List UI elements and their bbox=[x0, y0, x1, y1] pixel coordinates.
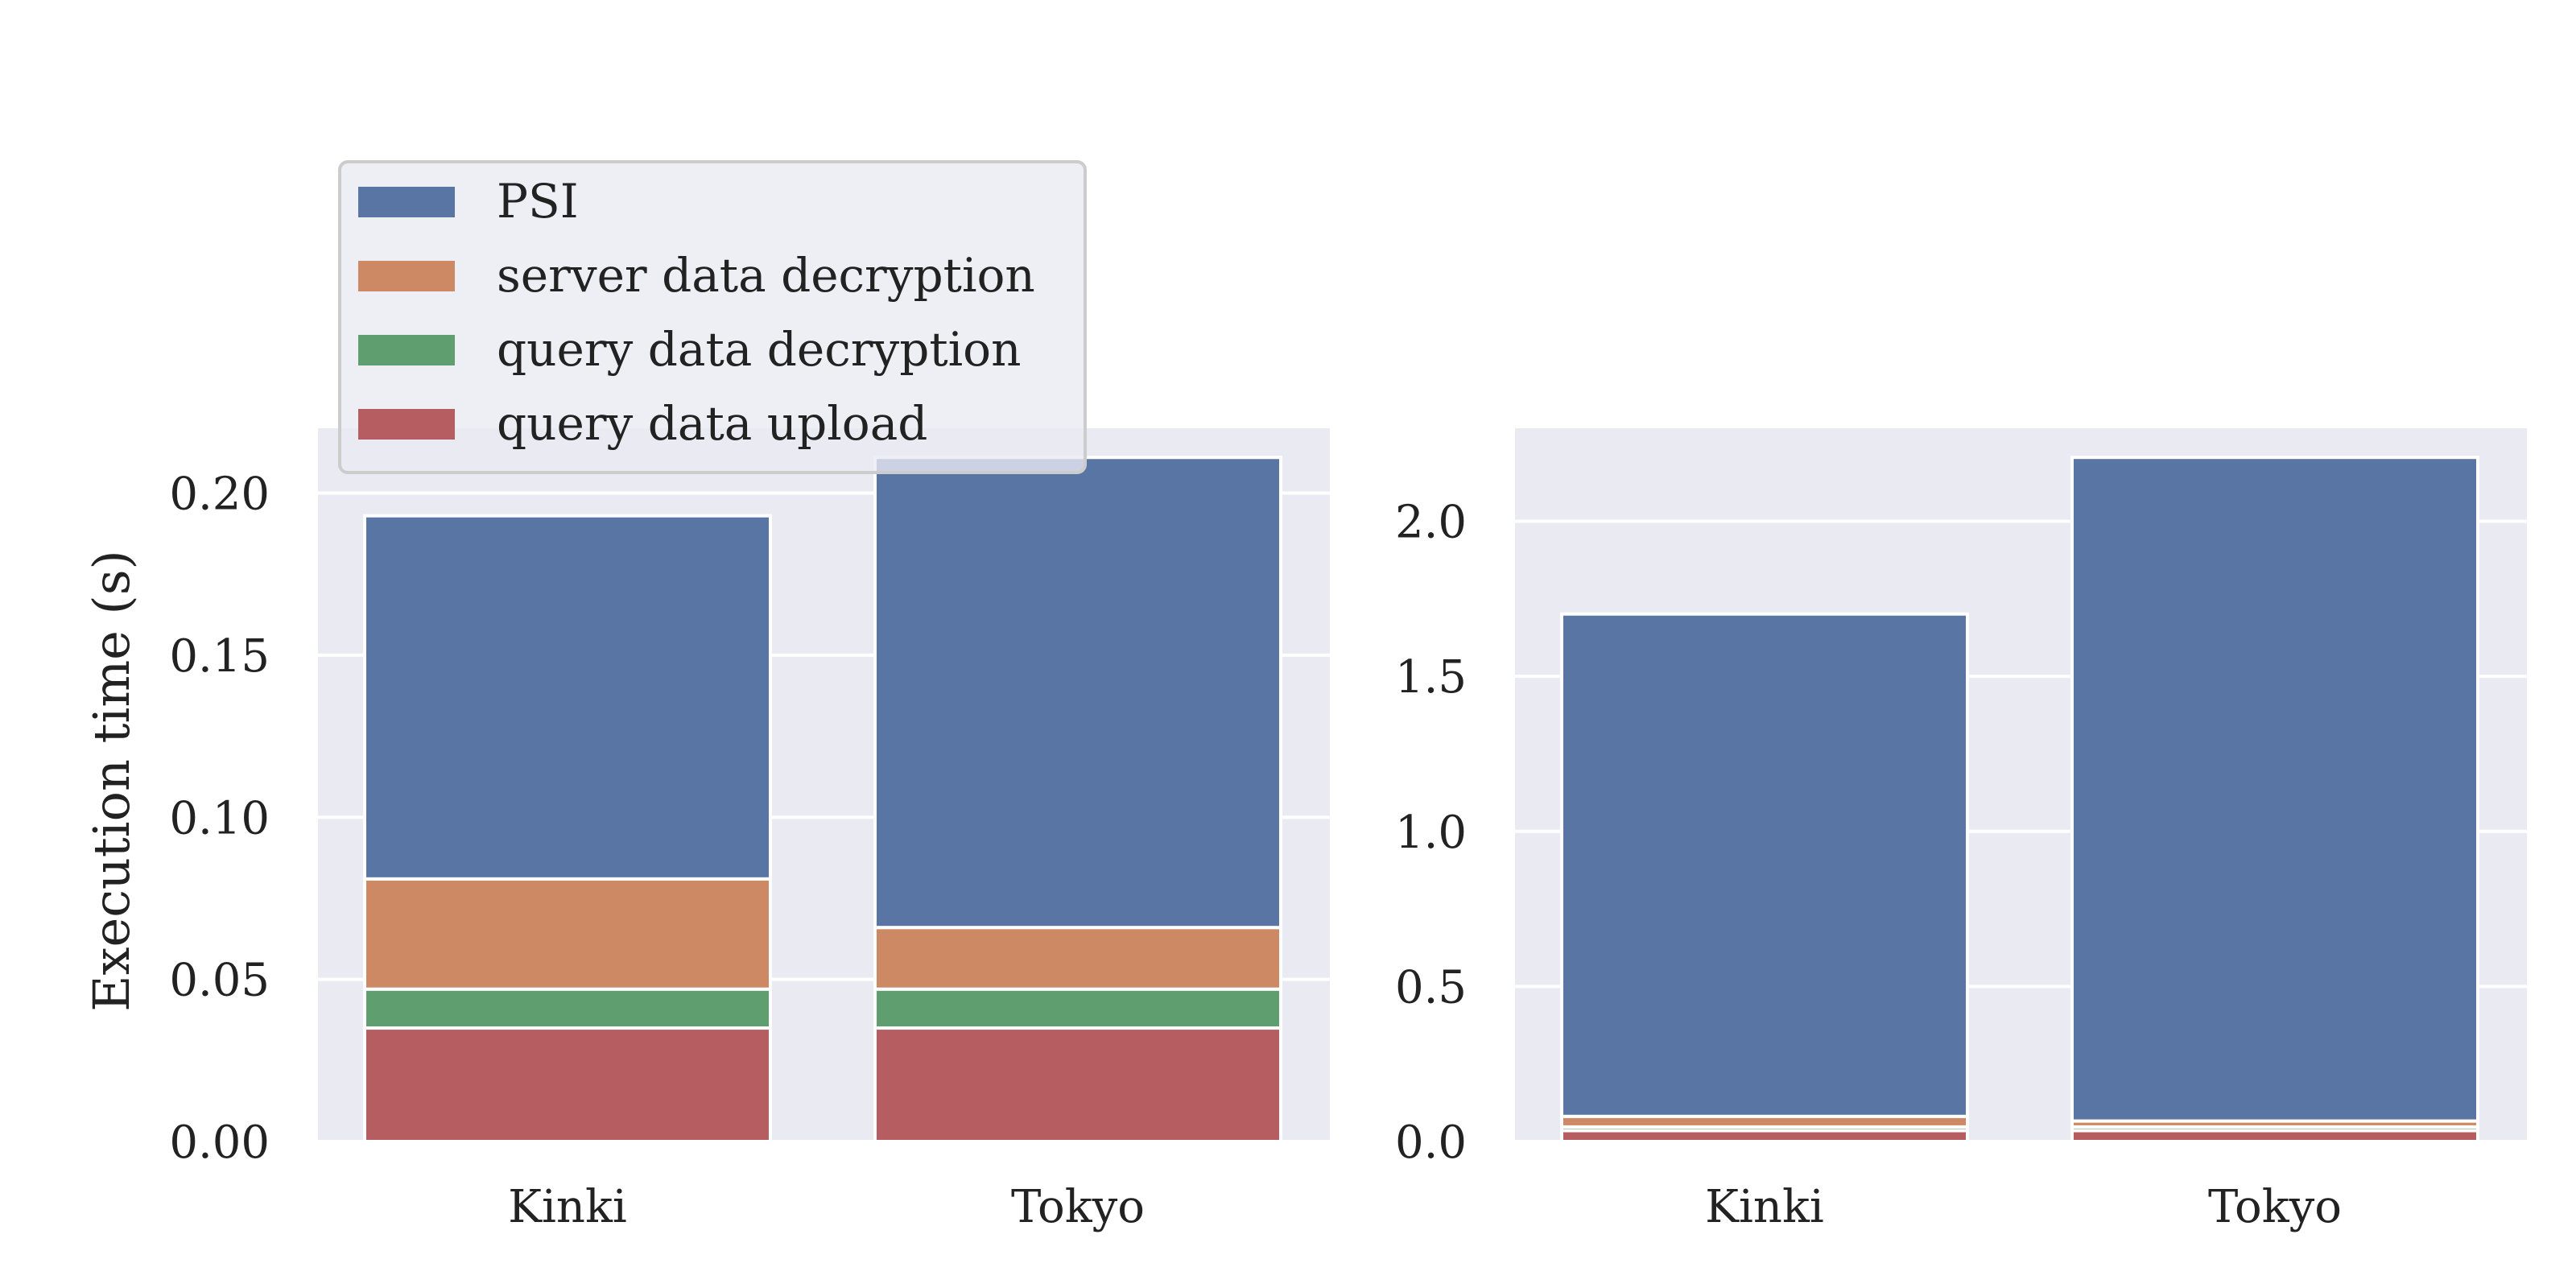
legend-label-query-data-decryption: query data decryption bbox=[497, 322, 1021, 377]
legend-label-server-data-decryption: server data decryption bbox=[497, 248, 1035, 303]
bar-psi-tokyo bbox=[873, 456, 1282, 930]
bar-server-data-decryption-tokyo bbox=[873, 926, 1282, 991]
y-tick-label: 0.5 bbox=[1395, 961, 1467, 1013]
bar-query-data-decryption-tokyo bbox=[873, 987, 1282, 1030]
y-tick-label: 0.0 bbox=[1395, 1117, 1467, 1169]
x-tick-label: Tokyo bbox=[1011, 1181, 1145, 1233]
x-tick-label: Kinki bbox=[1705, 1181, 1824, 1233]
y-tick-label: 0.10 bbox=[169, 792, 270, 844]
bar-psi-tokyo bbox=[2070, 456, 2479, 1123]
y-tick-label: 0.15 bbox=[169, 630, 270, 683]
legend-box bbox=[338, 160, 1087, 474]
bar-psi-kinki bbox=[1560, 612, 1969, 1118]
legend-label-query-data-upload: query data upload bbox=[497, 396, 927, 451]
y-tick-label: 2.0 bbox=[1395, 497, 1467, 549]
y-axis-label: Execution time (s) bbox=[82, 550, 141, 1011]
y-tick-label: 1.0 bbox=[1395, 807, 1467, 859]
y-tick-label: 0.05 bbox=[169, 955, 270, 1007]
legend: PSI server data decryption query data de… bbox=[338, 160, 1087, 474]
bar-psi-kinki bbox=[363, 514, 772, 881]
legend-swatch-psi bbox=[358, 187, 455, 217]
x-tick-label: Kinki bbox=[508, 1181, 627, 1233]
y-tick-label: 0.20 bbox=[169, 469, 270, 521]
left-chart-panel: 0.00 0.05 0.10 0.15 0.20 Kinki Tokyo bbox=[169, 428, 1330, 1233]
right-chart-panel: 0.0 0.5 1.0 1.5 2.0 Kinki Tokyo bbox=[1395, 428, 2527, 1233]
legend-swatch-query-data-upload bbox=[358, 409, 455, 440]
legend-swatch-query-data-decryption bbox=[358, 335, 455, 365]
bar-server-data-decryption-kinki bbox=[363, 877, 772, 991]
legend-label-psi: PSI bbox=[497, 174, 579, 229]
legend-swatch-server-data-decryption bbox=[358, 261, 455, 291]
bar-query-data-decryption-kinki bbox=[363, 987, 772, 1030]
x-tick-label: Tokyo bbox=[2208, 1181, 2342, 1233]
bar-query-data-upload-kinki bbox=[1560, 1129, 1969, 1143]
y-tick-label: 1.5 bbox=[1395, 651, 1467, 704]
bar-query-data-upload-tokyo bbox=[873, 1026, 1282, 1143]
bar-query-data-upload-kinki bbox=[363, 1026, 772, 1143]
bar-query-data-upload-tokyo bbox=[2070, 1129, 2479, 1143]
y-tick-label: 0.00 bbox=[169, 1117, 270, 1169]
